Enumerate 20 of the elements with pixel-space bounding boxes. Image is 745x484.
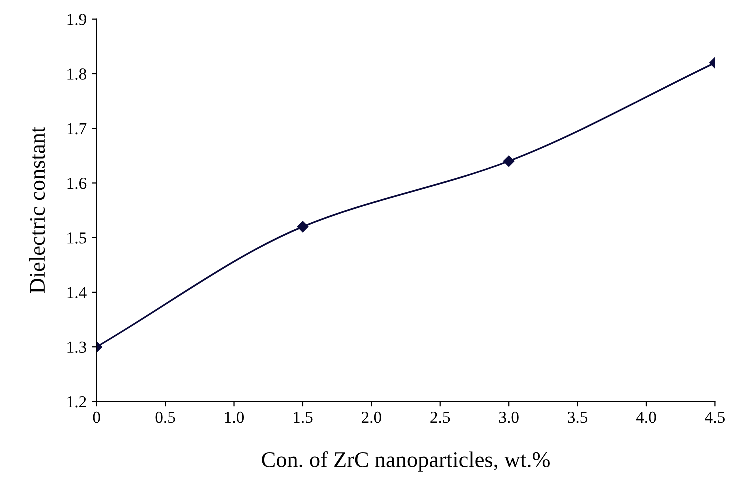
y-tick-label: 1.5: [68, 232, 86, 244]
x-tick-label: 2.0: [362, 412, 382, 424]
x-tick-label: 0.5: [156, 412, 176, 424]
y-tick-label: 1.6: [68, 178, 87, 190]
x-tick-label: 0: [93, 412, 100, 424]
y-tick-label: 1.4: [68, 287, 87, 298]
y-tick-label: 1.2: [68, 396, 86, 408]
x-tick-label: 1.0: [225, 412, 244, 424]
x-tick-label: 4.0: [636, 412, 656, 424]
y-tick-label: 1.8: [68, 68, 86, 80]
y-axis-title: Dielectric constant: [29, 127, 46, 294]
y-tick-label: 1.3: [68, 342, 86, 354]
y-tick-label: 1.9: [68, 14, 86, 26]
x-tick-label: 3.0: [499, 412, 519, 424]
x-tick-label: 2.5: [430, 412, 450, 424]
x-tick-label: 3.5: [568, 412, 588, 424]
y-tick-label: 1.7: [68, 123, 87, 135]
x-axis-title: Con. of ZrC nanoparticles, wt.%: [262, 452, 550, 472]
x-tick-label: 1.5: [294, 412, 313, 424]
x-tick-label: 4.5: [705, 412, 725, 424]
